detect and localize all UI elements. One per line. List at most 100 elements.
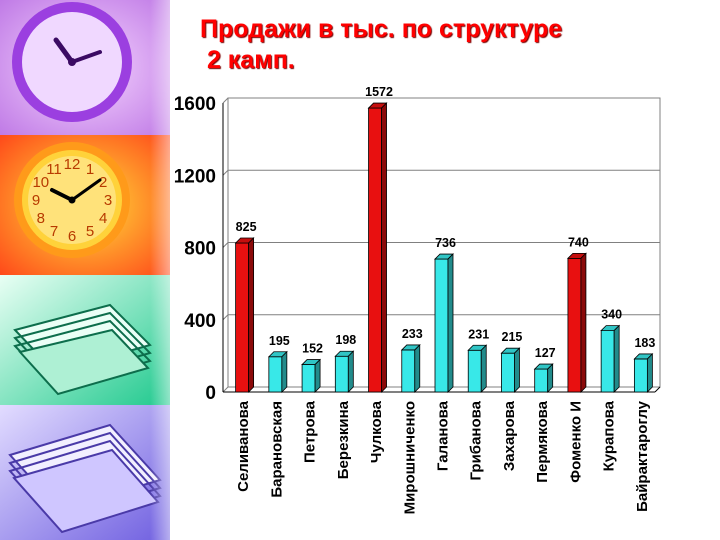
category-label: Пермякова bbox=[534, 400, 551, 482]
data-label: 195 bbox=[269, 334, 290, 348]
data-label: 127 bbox=[535, 346, 556, 360]
bar-side bbox=[580, 252, 587, 393]
chart-title-line2: 2 камп. bbox=[200, 46, 295, 74]
bar-front bbox=[434, 258, 449, 393]
bar bbox=[400, 343, 421, 393]
bar-side bbox=[480, 344, 487, 393]
bar-side bbox=[381, 102, 387, 393]
gridline-side bbox=[222, 97, 229, 104]
bar bbox=[301, 358, 322, 393]
bar-side bbox=[547, 363, 554, 393]
category-labels: Селиванова Барановская Петрова Березкина Чул… bbox=[235, 400, 651, 514]
bar bbox=[434, 253, 454, 393]
clock-numeral: 5 bbox=[86, 223, 94, 240]
category-label: Грибанова bbox=[468, 400, 485, 480]
bar bbox=[467, 344, 488, 393]
clock-numeral: 7 bbox=[50, 223, 58, 240]
clock-numeral: 6 bbox=[68, 228, 76, 245]
bar-side bbox=[281, 350, 288, 393]
bar-side bbox=[646, 352, 653, 393]
bar-front bbox=[501, 352, 515, 393]
bar-front bbox=[334, 355, 349, 393]
bar-front bbox=[301, 364, 316, 393]
bar-front bbox=[567, 257, 582, 393]
data-label: 152 bbox=[302, 342, 323, 356]
clock-numeral: 9 bbox=[32, 192, 40, 209]
data-label: 233 bbox=[402, 327, 423, 341]
y-tick-label: 1200 bbox=[174, 166, 216, 187]
bar-side bbox=[613, 324, 620, 393]
data-label: 736 bbox=[435, 236, 456, 250]
bar bbox=[566, 252, 587, 393]
y-tick-label: 1600 bbox=[174, 94, 216, 115]
bars bbox=[234, 102, 654, 393]
category-label: Байрактароглу bbox=[634, 400, 651, 512]
bar-front bbox=[467, 349, 482, 393]
bar-front bbox=[600, 330, 615, 393]
bar bbox=[633, 352, 654, 393]
category-label: Петрова bbox=[302, 400, 319, 463]
clock-numeral: 2 bbox=[99, 174, 107, 191]
y-tick-label: 0 bbox=[205, 383, 216, 404]
gridline-side bbox=[222, 169, 229, 176]
y-tick-label: 800 bbox=[184, 239, 216, 260]
floor-edge bbox=[654, 386, 661, 393]
data-label: 198 bbox=[335, 333, 356, 347]
bar-side bbox=[514, 347, 520, 393]
bar-front bbox=[268, 356, 283, 393]
bar-side bbox=[248, 237, 255, 393]
category-label: Чулкова bbox=[368, 400, 385, 463]
category-label: Барановская bbox=[268, 401, 285, 498]
data-label: 740 bbox=[568, 235, 589, 249]
gridline-side bbox=[222, 386, 229, 393]
data-label: 183 bbox=[634, 336, 655, 350]
category-label: Фоменко И bbox=[567, 401, 584, 483]
bar bbox=[600, 324, 621, 393]
bar-side bbox=[314, 358, 321, 393]
bar bbox=[500, 347, 521, 393]
clock-numeral: 11 bbox=[46, 161, 62, 178]
bar-front bbox=[633, 358, 648, 393]
data-label: 825 bbox=[236, 220, 257, 234]
clock-numeral: 3 bbox=[104, 192, 112, 209]
bar bbox=[334, 350, 355, 393]
category-label: Курапова bbox=[601, 400, 618, 471]
gridline-side bbox=[222, 314, 229, 321]
green-papers-icon bbox=[13, 303, 152, 396]
bar bbox=[267, 350, 288, 393]
category-label: Березкина bbox=[335, 400, 352, 479]
clock-numeral: 4 bbox=[99, 210, 107, 227]
data-labels: 825 195 152 198 1572 233 736 231 215 127 740 340 183 bbox=[236, 85, 656, 360]
category-label: Захарова bbox=[501, 400, 518, 471]
data-label: 231 bbox=[468, 327, 489, 341]
clock-numeral: 8 bbox=[37, 210, 45, 227]
bar bbox=[234, 237, 255, 393]
clock-numeral: 12 bbox=[64, 156, 81, 173]
bar bbox=[533, 363, 554, 393]
sidebar-fade bbox=[150, 0, 190, 540]
bar-front bbox=[368, 107, 382, 393]
bar-side bbox=[414, 343, 421, 393]
category-label: Селиванова bbox=[235, 400, 252, 492]
chart-title-line1: Продажи в тыс. по структуре bbox=[200, 15, 563, 43]
category-label: Мирошниченко bbox=[401, 401, 418, 514]
data-label: 215 bbox=[502, 330, 523, 344]
clock-numeral: 1 bbox=[86, 161, 94, 178]
bar bbox=[367, 102, 388, 393]
bar-side bbox=[447, 253, 454, 393]
bar-front bbox=[235, 242, 250, 393]
data-label: 340 bbox=[601, 308, 622, 322]
data-label: 1572 bbox=[365, 85, 393, 99]
axes: 0 400 800 1200 1600 bbox=[174, 94, 661, 404]
category-label: Галанова bbox=[435, 400, 452, 471]
y-tick-label: 400 bbox=[184, 311, 216, 332]
violet-papers-icon bbox=[8, 423, 162, 534]
bar-front bbox=[534, 368, 549, 393]
decorative-sidebar: 12 1 2 3 4 5 6 7 8 9 10 11 bbox=[0, 0, 170, 540]
chart-title: Продажи в тыс. по структуре 2 камп. bbox=[200, 14, 620, 76]
clock-numeral: 10 bbox=[32, 174, 49, 191]
bar-side bbox=[347, 350, 354, 393]
